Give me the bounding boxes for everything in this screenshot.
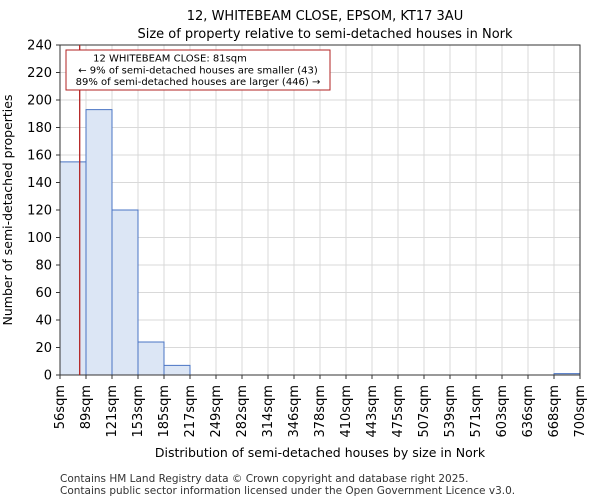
bar-4: [163, 364, 191, 376]
x-tick-label-0: 56sqm: [53, 385, 68, 429]
y-axis: 0 20 40 60 80 100 120 140 160 180 200 220 240: [27, 39, 60, 384]
footer-licence: Contains public sector information licen…: [60, 485, 516, 497]
x-tick-label-4: 185sqm: [157, 385, 172, 438]
y-tick-label-1: 20: [35, 341, 52, 356]
x-tick-label-16: 571sqm: [469, 385, 484, 438]
y-tick-label-6: 120: [27, 204, 52, 219]
y-tick-label-10: 200: [27, 94, 52, 109]
bar-0: [59, 161, 87, 376]
y-tick-label-11: 220: [27, 66, 52, 81]
y-tick-label-7: 140: [27, 176, 52, 191]
chart-title-line2: Size of property relative to semi-detach…: [137, 27, 513, 42]
bar-2: [111, 209, 139, 376]
x-axis: 56sqm 89sqm 121sqm 153sqm 185sqm 217sqm 249sqm…: [53, 375, 588, 438]
x-tick-label-17: 603sqm: [495, 385, 510, 438]
x-tick-label-6: 249sqm: [209, 385, 224, 438]
x-tick-label-5: 217sqm: [183, 385, 198, 438]
footer-copyright: Contains HM Land Registry data © Crown c…: [60, 473, 469, 485]
x-tick-label-7: 282sqm: [235, 385, 250, 438]
x-tick-label-3: 153sqm: [131, 385, 146, 438]
x-tick-label-13: 475sqm: [391, 385, 406, 438]
property-marker: 12 WHITEBEAM CLOSE: 81sqm← 9% of semi-de…: [65, 45, 331, 375]
y-tick-label-9: 180: [27, 121, 52, 136]
y-tick-label-3: 60: [35, 286, 52, 301]
x-tick-label-15: 539sqm: [443, 385, 458, 438]
bar-3: [137, 341, 165, 376]
y-tick-label-4: 80: [35, 259, 52, 274]
x-tick-label-10: 378sqm: [313, 385, 328, 438]
marker-annotation-box: [65, 49, 331, 91]
bar-1: [85, 109, 113, 376]
x-tick-label-9: 346sqm: [287, 385, 302, 438]
marker-label-line1: 12 WHITEBEAM CLOSE: 81sqm: [93, 54, 247, 65]
marker-label-line3: 89% of semi-detached houses are larger (…: [76, 77, 321, 88]
x-tick-label-11: 410sqm: [339, 385, 354, 438]
y-tick-label-0: 0: [44, 369, 52, 384]
x-tick-label-8: 314sqm: [261, 385, 276, 438]
chart-title-line1: 12, WHITEBEAM CLOSE, EPSOM, KT17 3AU: [187, 9, 463, 24]
x-tick-label-19: 668sqm: [547, 385, 562, 438]
y-tick-label-2: 40: [35, 314, 52, 329]
y-axis-label: Number of semi-detached properties: [0, 95, 15, 326]
marker-label-line2: ← 9% of semi-detached houses are smaller…: [78, 66, 318, 77]
x-tick-label-2: 121sqm: [105, 385, 120, 438]
y-tick-label-5: 100: [27, 231, 52, 246]
x-axis-label: Distribution of semi-detached houses by …: [155, 445, 486, 460]
y-tick-label-12: 240: [27, 39, 52, 54]
y-tick-label-8: 160: [27, 149, 52, 164]
x-tick-label-1: 89sqm: [79, 385, 94, 429]
x-tick-label-20: 700sqm: [573, 385, 588, 438]
x-tick-label-14: 507sqm: [417, 385, 432, 438]
x-tick-label-12: 443sqm: [365, 385, 380, 438]
bars: [59, 109, 581, 376]
x-tick-label-18: 636sqm: [521, 385, 536, 438]
